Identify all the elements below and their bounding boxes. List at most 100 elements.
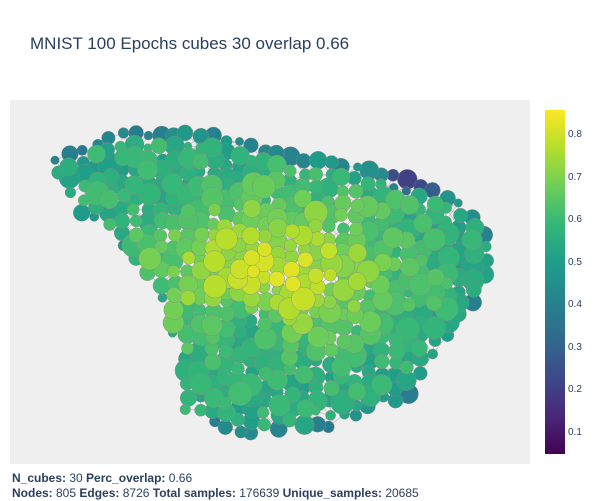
graph-node[interactable] [453,208,467,222]
graph-node[interactable] [127,203,139,215]
graph-node[interactable] [326,410,336,420]
graph-node[interactable] [139,247,162,270]
graph-node[interactable] [219,306,234,321]
graph-node[interactable] [323,295,337,309]
graph-node[interactable] [232,362,245,375]
graph-node[interactable] [298,252,313,267]
graph-node[interactable] [309,151,327,169]
graph-node[interactable] [204,251,226,273]
graph-node[interactable] [219,344,233,358]
graph-node[interactable] [454,199,462,207]
graph-node[interactable] [118,128,129,139]
graph-node[interactable] [100,190,119,209]
graph-node[interactable] [73,204,90,221]
graph-node[interactable] [195,404,207,416]
plot-area[interactable] [10,100,530,464]
graph-node[interactable] [114,213,130,229]
graph-node[interactable] [350,222,364,236]
graph-node[interactable] [247,265,260,278]
graph-node[interactable] [411,340,428,357]
graph-node[interactable] [285,224,299,238]
graph-node[interactable] [333,168,351,186]
graph-node[interactable] [244,250,260,266]
graph-node[interactable] [151,138,167,154]
graph-node[interactable] [158,293,167,302]
graph-node[interactable] [269,395,291,417]
graph-node[interactable] [462,230,482,250]
graph-node[interactable] [218,420,233,435]
graph-node[interactable] [205,354,222,371]
graph-node[interactable] [203,275,226,298]
graph-node[interactable] [164,300,184,320]
graph-node[interactable] [51,156,60,165]
graph-node[interactable] [335,208,348,221]
graph-node[interactable] [324,269,337,282]
graph-node[interactable] [78,195,89,206]
graph-node[interactable] [129,228,144,243]
graph-node[interactable] [427,269,444,286]
graph-node[interactable] [400,361,413,374]
graph-node[interactable] [228,382,252,406]
graph-node[interactable] [400,196,419,215]
graph-node[interactable] [309,180,324,195]
graph-node[interactable] [180,404,191,415]
graph-node[interactable] [324,380,340,396]
graph-node[interactable] [201,315,222,336]
graph-node[interactable] [182,251,195,264]
graph-node[interactable] [114,149,131,166]
graph-nodes[interactable] [51,125,494,440]
graph-node[interactable] [321,242,338,259]
graph-node[interactable] [194,227,209,242]
graph-node[interactable] [349,184,363,198]
graph-node[interactable] [117,189,131,203]
graph-node[interactable] [466,282,481,297]
graph-node[interactable] [181,342,193,354]
graph-node[interactable] [104,218,116,230]
graph-node[interactable] [258,229,272,243]
graph-node[interactable] [181,290,196,305]
graph-node[interactable] [257,242,271,256]
graph-node[interactable] [414,214,433,233]
graph-node[interactable] [193,154,209,170]
graph-node[interactable] [427,196,443,212]
graph-node[interactable] [144,131,153,140]
graph-node[interactable] [168,265,180,277]
graph-node[interactable] [181,204,196,219]
graph-node[interactable] [295,366,313,384]
graph-node[interactable] [269,271,285,287]
graph-node[interactable] [215,228,237,250]
graph-node[interactable] [426,295,442,311]
graph-node[interactable] [402,298,416,312]
graph-node[interactable] [348,383,366,401]
graph-node[interactable] [283,262,299,278]
graph-node[interactable] [259,367,273,381]
graph-node[interactable] [242,227,260,245]
graph-node[interactable] [296,153,311,168]
graph-node[interactable] [284,165,296,177]
graph-node[interactable] [383,227,404,248]
graph-node[interactable] [77,145,87,155]
graph-node[interactable] [208,203,221,216]
graph-node[interactable] [65,187,76,198]
graph-node[interactable] [252,175,275,198]
graph-node[interactable] [372,375,393,396]
graph-node[interactable] [168,229,181,242]
graph-node[interactable] [295,415,315,435]
graph-node[interactable] [88,145,106,163]
graph-node[interactable] [243,200,261,218]
graph-node[interactable] [285,276,300,291]
graph-node[interactable] [347,300,360,313]
graph-node[interactable] [348,244,367,263]
graph-node[interactable] [351,199,365,213]
graph-node[interactable] [308,268,323,283]
graph-node[interactable] [428,349,438,359]
graph-node[interactable] [309,167,323,181]
graph-node[interactable] [374,354,389,369]
graph-node[interactable] [246,155,257,166]
graph-node[interactable] [235,137,243,145]
graph-node[interactable] [283,413,297,427]
graph-node[interactable] [332,357,352,377]
mapper-graph[interactable] [10,100,530,464]
graph-node[interactable] [337,334,352,349]
graph-node[interactable] [257,407,269,419]
